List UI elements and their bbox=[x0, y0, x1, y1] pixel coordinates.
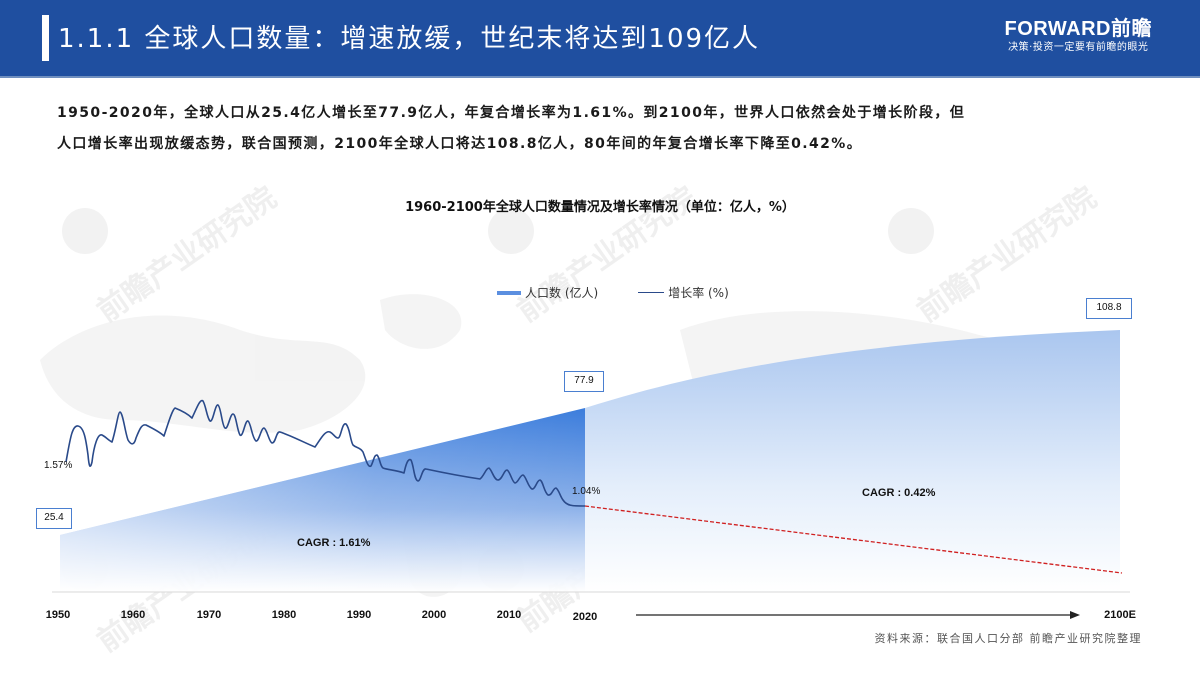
arrow-head-icon bbox=[1070, 611, 1080, 619]
legend-label: 人口数 (亿人) bbox=[525, 286, 599, 300]
intro-line-2: 人口增长率出现放缓态势，联合国预测，2100年全球人口将达108.8亿人，80年… bbox=[57, 136, 863, 152]
data-label-rate-2020: 1.04% bbox=[572, 486, 601, 497]
data-label-pop-2020: 77.9 bbox=[564, 371, 604, 392]
legend-label: 增长率 (%) bbox=[668, 286, 729, 300]
header-banner: 1.1.1 全球人口数量：增速放缓，世纪末将达到109亿人 FORWARD前瞻 … bbox=[0, 0, 1200, 78]
cagr-projection-annotation: CAGR : 0.42% bbox=[862, 487, 936, 499]
data-label-pop-1950: 25.4 bbox=[36, 508, 72, 529]
logo-main-text: FORWARD前瞻 bbox=[1004, 18, 1152, 40]
chart-title: 1960-2100年全球人口数量情况及增长率情况（单位：亿人，%） bbox=[405, 200, 795, 215]
legend-area-swatch bbox=[497, 290, 521, 295]
legend-item-population: 人口数 (亿人) bbox=[497, 284, 598, 301]
chart-legend: 人口数 (亿人) 增长率 (%) bbox=[497, 284, 769, 301]
page-title: 1.1.1 全球人口数量：增速放缓，世纪末将达到109亿人 bbox=[58, 24, 761, 54]
title-accent-bar bbox=[42, 15, 49, 61]
x-tick-2020: 2020 bbox=[572, 611, 598, 623]
legend-line-swatch bbox=[638, 292, 665, 293]
growth-rate-projection-line bbox=[584, 505, 1123, 574]
forward-logo: FORWARD前瞻 决策·投资一定要有前瞻的眼光 bbox=[1005, 18, 1152, 56]
source-note: 资料来源：联合国人口分部 前瞻产业研究院整理 bbox=[874, 632, 1142, 645]
x-tick-2010: 2010 bbox=[496, 609, 522, 621]
x-tick-1970: 1970 bbox=[196, 609, 222, 621]
data-label-rate-1950: 1.57% bbox=[44, 460, 73, 471]
x-tick-1980: 1980 bbox=[271, 609, 297, 621]
intro-paragraph: 1950-2020年，全球人口从25.4亿人增长至77.9亿人，年复合增长率为1… bbox=[57, 98, 1157, 160]
growth-rate-line bbox=[65, 399, 586, 507]
legend-item-growth-rate: 增长率 (%) bbox=[638, 284, 729, 301]
x-tick-1960: 1960 bbox=[120, 609, 146, 621]
data-label-pop-2100: 108.8 bbox=[1086, 298, 1132, 319]
x-tick-2000: 2000 bbox=[421, 609, 447, 621]
x-tick-1990: 1990 bbox=[346, 609, 372, 621]
intro-line-1: 1950-2020年，全球人口从25.4亿人增长至77.9亿人，年复合增长率为1… bbox=[57, 105, 966, 121]
cagr-historical-annotation: CAGR : 1.61% bbox=[297, 537, 371, 549]
logo-slogan: 决策·投资一定要有前瞻的眼光 bbox=[1008, 42, 1149, 53]
x-tick-1950: 1950 bbox=[45, 609, 71, 621]
population-area-projection bbox=[585, 330, 1120, 592]
x-tick-2100e: 2100E bbox=[1104, 609, 1136, 621]
